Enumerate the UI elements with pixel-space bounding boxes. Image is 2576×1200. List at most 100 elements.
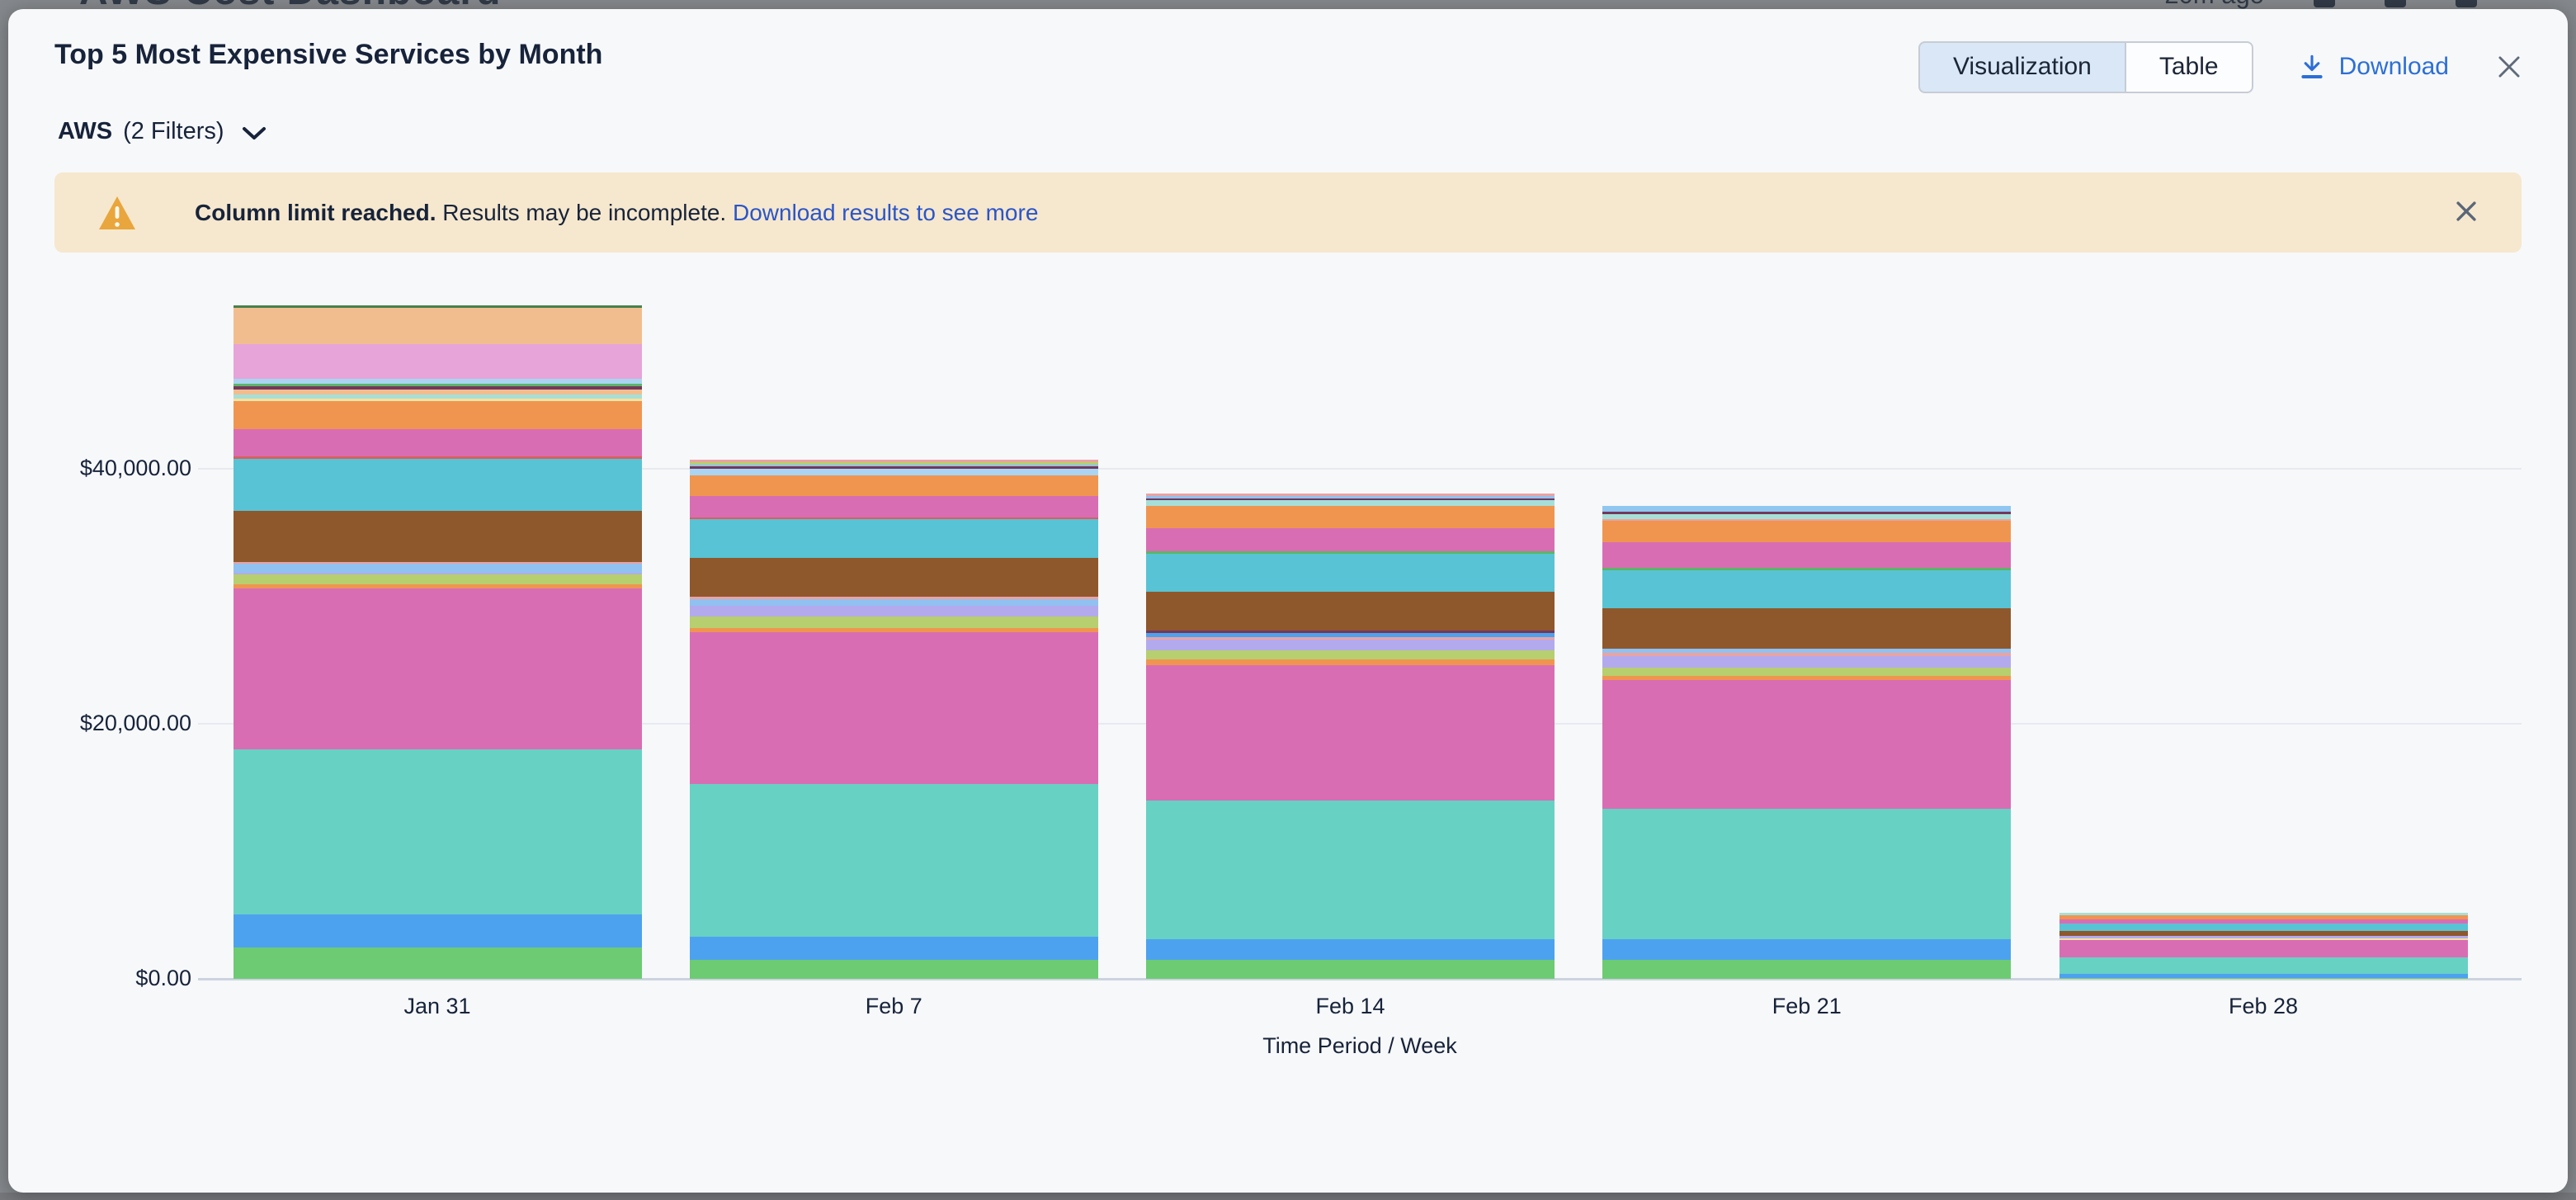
bar-segment[interactable] — [1602, 505, 2012, 512]
bar-segment[interactable] — [233, 305, 642, 309]
bar-segment[interactable] — [233, 572, 642, 574]
bar-segment[interactable] — [2059, 915, 2468, 920]
bar-feb-14[interactable] — [1146, 493, 1555, 979]
bar-segment[interactable] — [689, 936, 1098, 960]
bar-segment[interactable] — [689, 462, 1098, 465]
bar-segment[interactable] — [2059, 957, 2468, 975]
bar-feb-21[interactable] — [1602, 505, 2012, 979]
bar-segment[interactable] — [689, 496, 1098, 518]
bar-segment[interactable] — [1146, 659, 1555, 665]
bar-segment[interactable] — [1146, 631, 1555, 634]
modal-close-button[interactable] — [2493, 51, 2525, 83]
bar-segment[interactable] — [1602, 511, 2012, 514]
bar-segment[interactable] — [233, 401, 642, 430]
bar-feb-7[interactable] — [689, 460, 1098, 979]
bar-segment[interactable] — [1146, 637, 1555, 640]
bar-segment[interactable] — [689, 631, 1098, 784]
bar-segment[interactable] — [2059, 913, 2468, 916]
bar-segment[interactable] — [1602, 679, 2012, 809]
bar-segment[interactable] — [2059, 974, 2468, 978]
bar-segment[interactable] — [689, 465, 1098, 467]
bar-segment[interactable] — [1602, 607, 2012, 649]
bar-segment[interactable] — [1146, 528, 1555, 552]
bar-segment[interactable] — [689, 475, 1098, 497]
bar-segment[interactable] — [689, 616, 1098, 628]
bar-segment[interactable] — [233, 456, 642, 459]
bar-segment[interactable] — [1146, 959, 1555, 979]
bar-segment[interactable] — [233, 386, 642, 390]
bar-segment[interactable] — [1602, 541, 2012, 568]
filter-dropdown[interactable]: AWS (2 Filters) — [58, 118, 267, 145]
bar-segment[interactable] — [1602, 513, 2012, 519]
bar-segment[interactable] — [1146, 493, 1555, 496]
bar-segment[interactable] — [233, 429, 642, 457]
bar-segment[interactable] — [1602, 569, 2012, 608]
bar-segment[interactable] — [233, 588, 642, 749]
bar-segment[interactable] — [233, 399, 642, 402]
bar-segment[interactable] — [2059, 938, 2468, 941]
bar-segment[interactable] — [1602, 675, 2012, 680]
bar-segment[interactable] — [233, 394, 642, 399]
bar-segment[interactable] — [1602, 518, 2012, 521]
banner-download-link[interactable]: Download results to see more — [733, 199, 1039, 225]
tab-visualization[interactable]: Visualization — [1918, 40, 2125, 93]
bar-segment[interactable] — [2059, 940, 2468, 958]
bar-segment[interactable] — [233, 379, 642, 385]
bar-segment[interactable] — [233, 384, 642, 387]
tab-table[interactable]: Table — [2124, 40, 2253, 93]
bar-segment[interactable] — [233, 308, 642, 345]
bar-segment[interactable] — [2059, 924, 2468, 932]
bar-segment[interactable] — [1602, 667, 2012, 676]
bar-segment[interactable] — [233, 344, 642, 380]
bar-segment[interactable] — [689, 469, 1098, 476]
bar-feb-28[interactable] — [2059, 913, 2468, 979]
bar-segment[interactable] — [1146, 551, 1555, 555]
bar-segment[interactable] — [1146, 938, 1555, 960]
bar-segment[interactable] — [689, 598, 1098, 606]
bar-segment[interactable] — [1146, 664, 1555, 801]
download-button[interactable]: Download — [2298, 53, 2449, 81]
bar-segment[interactable] — [233, 574, 642, 584]
bar-segment[interactable] — [1146, 495, 1555, 498]
bar-segment[interactable] — [1146, 554, 1555, 593]
bar-segment[interactable] — [1146, 592, 1555, 631]
bar-segment[interactable] — [2059, 977, 2468, 979]
bar-segment[interactable] — [1146, 498, 1555, 501]
bar-segment[interactable] — [689, 460, 1098, 463]
bar-segment[interactable] — [233, 563, 642, 573]
bar-segment[interactable] — [1602, 959, 2012, 979]
bar-segment[interactable] — [233, 584, 642, 588]
bar-segment[interactable] — [689, 627, 1098, 632]
bar-segment[interactable] — [1602, 648, 2012, 653]
bar-segment[interactable] — [1602, 938, 2012, 960]
bar-segment[interactable] — [1602, 567, 2012, 570]
bar-segment[interactable] — [233, 459, 642, 512]
bar-segment[interactable] — [1146, 500, 1555, 507]
bar-segment[interactable] — [689, 783, 1098, 937]
bar-segment[interactable] — [1146, 640, 1555, 650]
bar-segment[interactable] — [233, 947, 642, 979]
bar-segment[interactable] — [1602, 655, 2012, 668]
bar-segment[interactable] — [1146, 650, 1555, 659]
bar-segment[interactable] — [233, 914, 642, 947]
bar-segment[interactable] — [1602, 808, 2012, 939]
banner-close-button[interactable] — [2452, 197, 2480, 225]
bar-segment[interactable] — [1146, 633, 1555, 638]
bar-segment[interactable] — [233, 749, 642, 914]
bar-segment[interactable] — [2059, 919, 2468, 924]
bar-segment[interactable] — [233, 561, 642, 564]
bar-segment[interactable] — [2059, 936, 2468, 939]
bar-segment[interactable] — [1602, 652, 2012, 656]
bar-segment[interactable] — [689, 519, 1098, 559]
bar-segment[interactable] — [689, 517, 1098, 520]
bar-segment[interactable] — [1146, 506, 1555, 529]
bar-segment[interactable] — [233, 390, 642, 395]
bar-segment[interactable] — [1146, 800, 1555, 939]
bar-jan-31[interactable] — [233, 305, 642, 979]
bar-segment[interactable] — [1602, 520, 2012, 542]
bar-segment[interactable] — [689, 605, 1098, 617]
bar-segment[interactable] — [689, 597, 1098, 599]
bar-segment[interactable] — [689, 959, 1098, 979]
bar-segment[interactable] — [689, 558, 1098, 597]
bar-segment[interactable] — [2059, 931, 2468, 937]
